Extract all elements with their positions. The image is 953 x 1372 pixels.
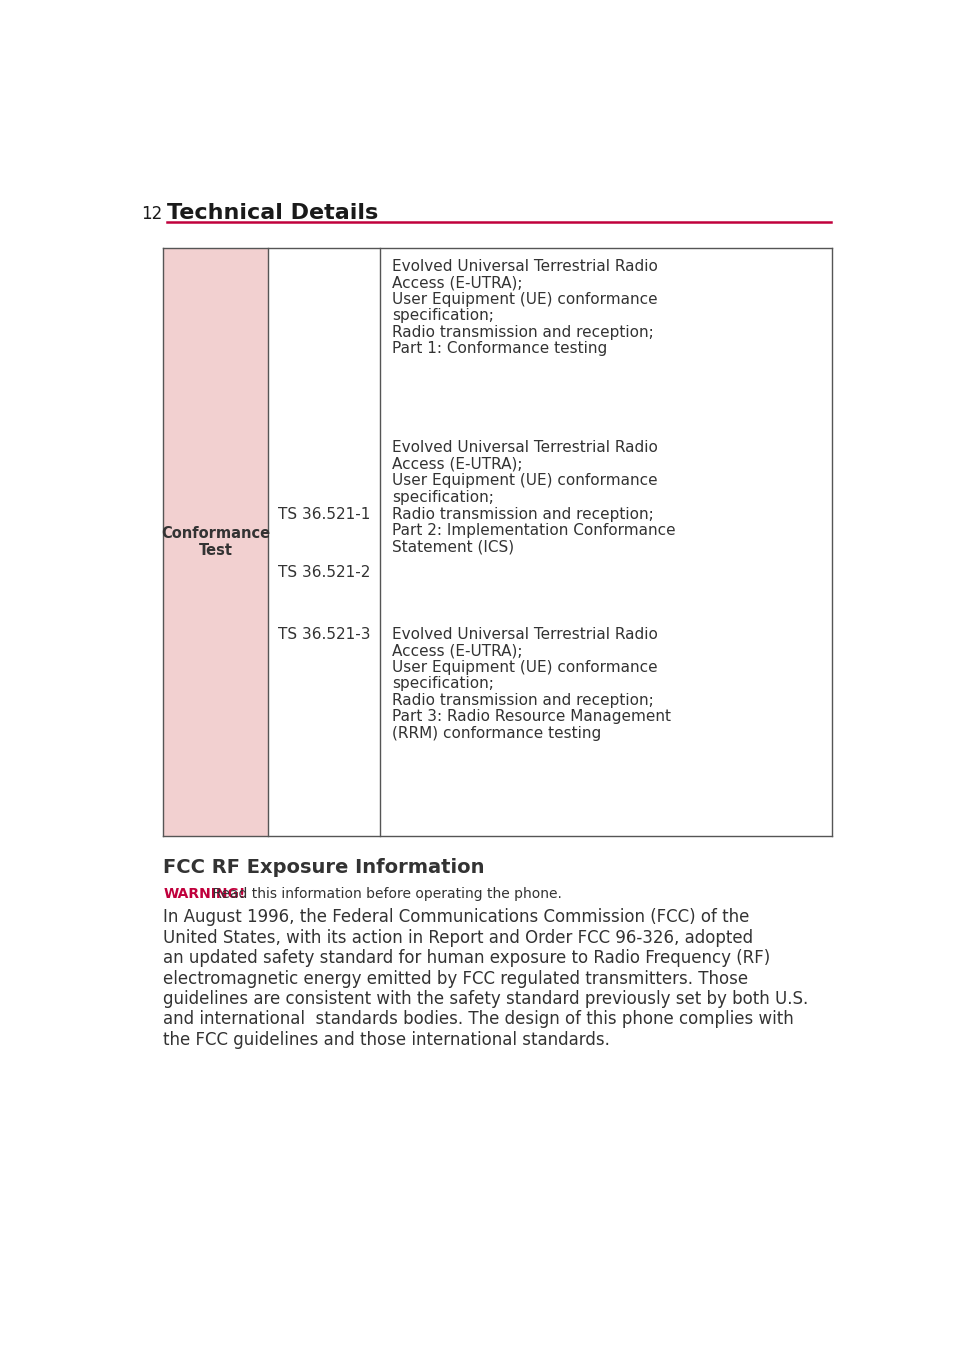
Text: Technical Details: Technical Details <box>167 203 378 224</box>
Text: TS 36.521-3: TS 36.521-3 <box>277 627 370 642</box>
Text: User Equipment (UE) conformance: User Equipment (UE) conformance <box>392 473 657 488</box>
Text: Radio transmission and reception;: Radio transmission and reception; <box>392 325 653 340</box>
Text: TS 36.521-2: TS 36.521-2 <box>277 565 370 580</box>
Text: User Equipment (UE) conformance: User Equipment (UE) conformance <box>392 660 657 675</box>
Text: Access (E-UTRA);: Access (E-UTRA); <box>392 457 522 472</box>
Text: the FCC guidelines and those international standards.: the FCC guidelines and those internation… <box>163 1030 610 1048</box>
Text: specification;: specification; <box>392 676 494 691</box>
Bar <box>163 248 268 836</box>
Text: 12: 12 <box>141 204 162 222</box>
Text: Evolved Universal Terrestrial Radio: Evolved Universal Terrestrial Radio <box>392 440 658 456</box>
Text: Conformance
Test: Conformance Test <box>161 525 270 558</box>
Text: Radio transmission and reception;: Radio transmission and reception; <box>392 506 653 521</box>
Text: an updated safety standard for human exposure to Radio Frequency (RF): an updated safety standard for human exp… <box>163 949 770 967</box>
Text: FCC RF Exposure Information: FCC RF Exposure Information <box>163 858 484 877</box>
Text: TS 36.521-1: TS 36.521-1 <box>277 508 370 523</box>
Text: electromagnetic energy emitted by FCC regulated transmitters. Those: electromagnetic energy emitted by FCC re… <box>163 970 748 988</box>
Text: Part 1: Conformance testing: Part 1: Conformance testing <box>392 342 607 357</box>
Text: guidelines are consistent with the safety standard previously set by both U.S.: guidelines are consistent with the safet… <box>163 991 808 1008</box>
Text: (RRM) conformance testing: (RRM) conformance testing <box>392 726 600 741</box>
Text: Access (E-UTRA);: Access (E-UTRA); <box>392 276 522 289</box>
Text: and international  standards bodies. The design of this phone complies with: and international standards bodies. The … <box>163 1011 793 1029</box>
Text: Part 3: Radio Resource Management: Part 3: Radio Resource Management <box>392 709 670 724</box>
Text: United States, with its action in Report and Order FCC 96-326, adopted: United States, with its action in Report… <box>163 929 753 947</box>
Text: Evolved Universal Terrestrial Radio: Evolved Universal Terrestrial Radio <box>392 258 658 273</box>
Text: WARNING!: WARNING! <box>163 886 246 901</box>
Text: In August 1996, the Federal Communications Commission (FCC) of the: In August 1996, the Federal Communicatio… <box>163 908 749 926</box>
Text: User Equipment (UE) conformance: User Equipment (UE) conformance <box>392 292 657 307</box>
Text: Statement (ICS): Statement (ICS) <box>392 539 514 554</box>
Text: Read this information before operating the phone.: Read this information before operating t… <box>208 886 561 901</box>
Text: specification;: specification; <box>392 309 494 324</box>
Text: Access (E-UTRA);: Access (E-UTRA); <box>392 643 522 659</box>
Text: Evolved Universal Terrestrial Radio: Evolved Universal Terrestrial Radio <box>392 627 658 642</box>
Text: Radio transmission and reception;: Radio transmission and reception; <box>392 693 653 708</box>
Text: Part 2: Implementation Conformance: Part 2: Implementation Conformance <box>392 523 675 538</box>
Text: specification;: specification; <box>392 490 494 505</box>
